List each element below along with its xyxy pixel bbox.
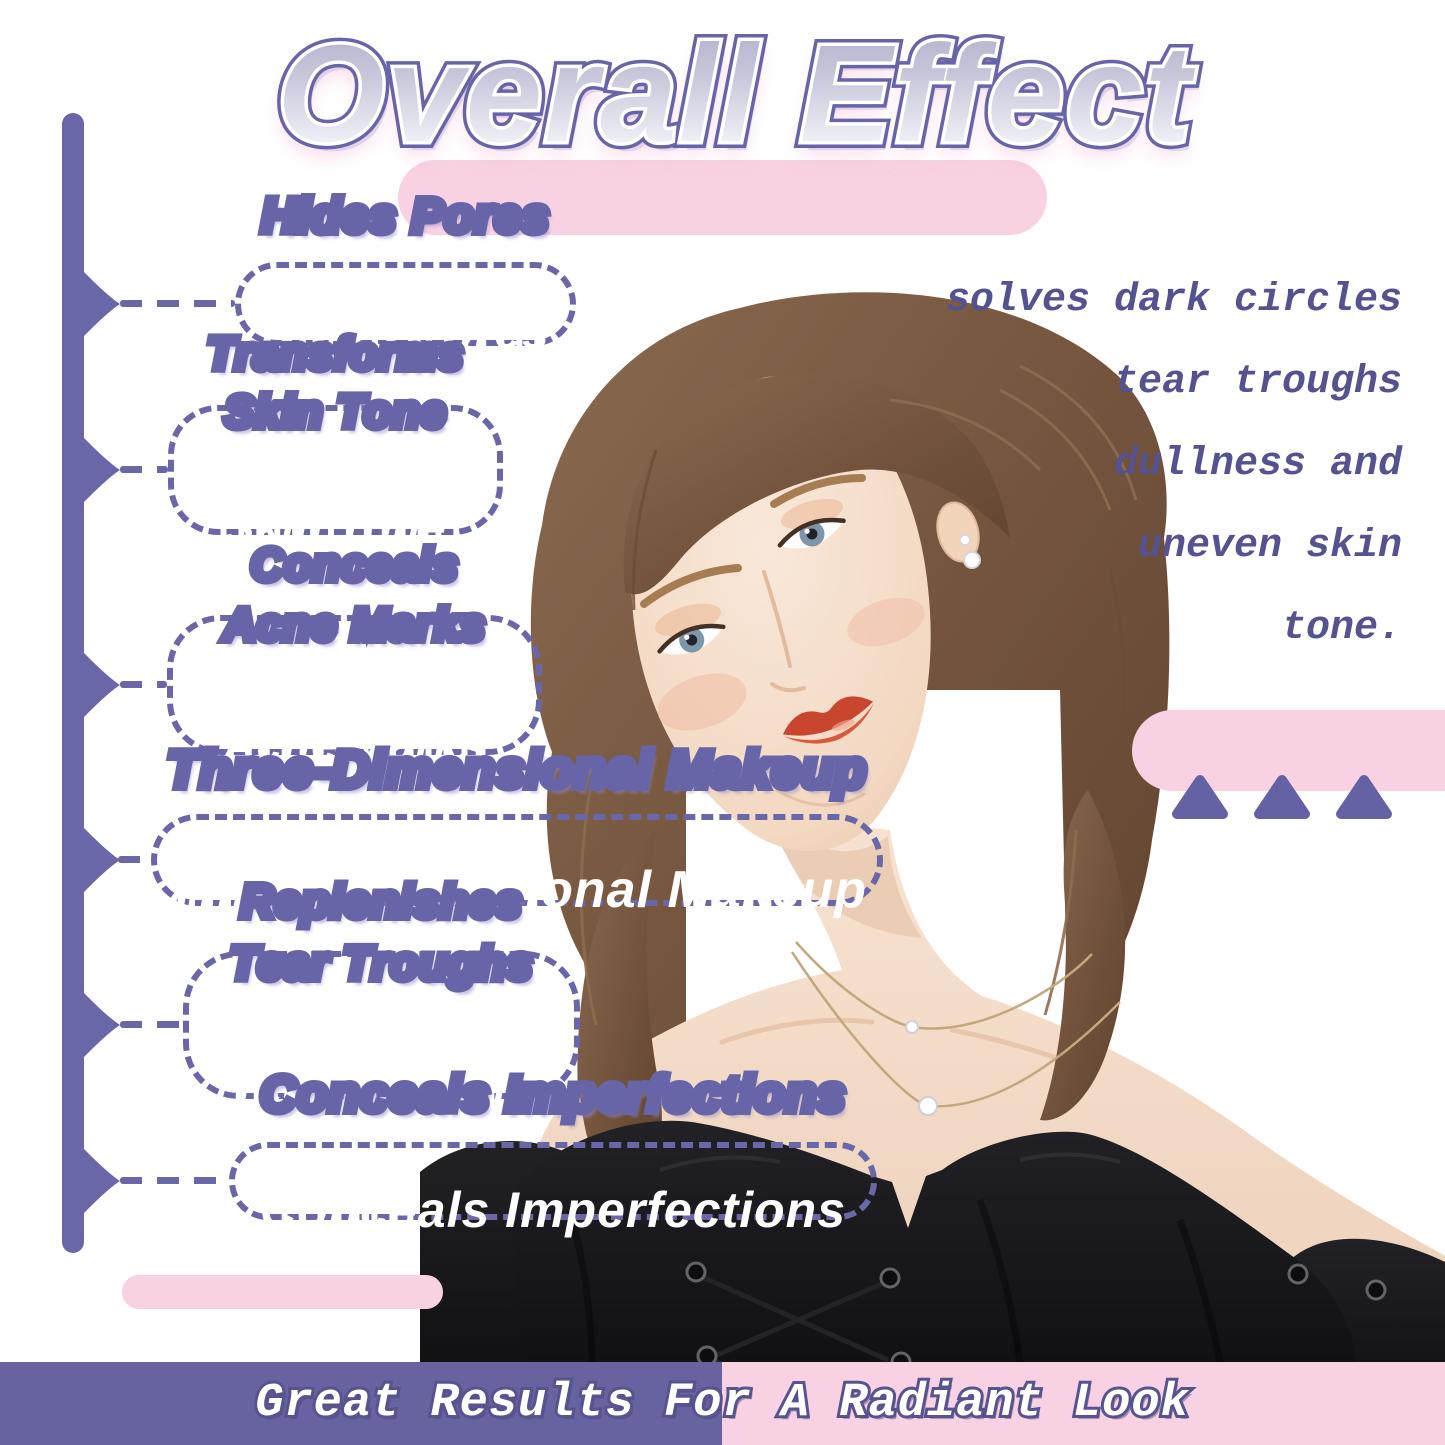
feature-label-outline: Replenishes Tear Troughs	[226, 871, 536, 993]
fabric-highlights	[659, 1152, 1121, 1172]
triangle-icons	[1172, 775, 1392, 819]
connector-dash	[120, 1021, 183, 1028]
necklace-pendant-2	[918, 1096, 938, 1116]
feature-label-text: Conceals Imperfections	[259, 1182, 847, 1238]
feature-label-text: Hides Pores	[261, 306, 550, 359]
footer-banner-text: Great Results For A Radiant Look Great R…	[0, 1362, 1445, 1445]
feature-label-text: Conceals Acne Marks	[223, 659, 486, 770]
arrow-icon	[82, 1147, 120, 1215]
blush-left	[657, 673, 747, 731]
feature-label-outline: Conceals Acne Marks	[219, 535, 489, 654]
feature-box-replenishes-tear-troughs: Replenishes Tear Troughs Replenishes Tea…	[183, 871, 580, 1113]
arrow-icon	[82, 270, 120, 338]
feature-label-outline: Transforms Skin Tone	[203, 324, 467, 441]
feature-label-outline: Hides Pores	[257, 186, 552, 247]
arrow-icon	[82, 991, 120, 1059]
footer-banner: Great Results For A Radiant Look Great R…	[0, 1362, 1445, 1445]
connector-dash	[120, 681, 167, 688]
arrow-icon	[82, 651, 120, 719]
feature-label-text: Three-Dimensional Makeup	[166, 861, 868, 919]
feature-label: Conceals Imperfections Conceals Imperfec…	[256, 1062, 849, 1297]
blush-right	[847, 597, 925, 647]
footer-banner-text-outline: Great Results For A Radiant Look	[252, 1374, 1192, 1433]
earring-small	[959, 534, 971, 546]
hair-strands-dark	[631, 449, 1126, 731]
eye-left	[657, 623, 726, 655]
feature-label: Replenishes Tear Troughs Replenishes Tea…	[226, 870, 536, 1180]
arrow-icon	[82, 436, 120, 504]
triangle-icon	[1172, 775, 1228, 819]
grommets	[685, 1261, 1387, 1373]
feature-box-transforms-skin-tone: Transforms Skin Tone Transforms Skin Ton…	[168, 324, 503, 553]
hair-lock-right	[1040, 790, 1126, 1121]
page-title-text: Overall Effect	[150, 8, 1320, 180]
connector-dash	[120, 466, 168, 473]
eye-right	[777, 517, 846, 549]
timeline-rail	[62, 113, 84, 1253]
arrow-icon	[82, 826, 120, 894]
connector-dash	[118, 856, 151, 863]
side-note-text: solves dark circles tear troughs dullnes…	[945, 278, 1402, 651]
triangle-icon	[1254, 775, 1310, 819]
feature-label-outline: Three-Dimensional Makeup	[163, 737, 870, 803]
connector-dash	[120, 300, 235, 307]
footer-banner-text-front: Great Results For A Radiant Look	[255, 1377, 1190, 1430]
necklace-pendant-1	[905, 1020, 919, 1034]
earring	[963, 551, 981, 569]
feature-box-conceals-imperfections: Conceals Imperfections Conceals Imperfec…	[229, 1062, 877, 1238]
lips	[782, 696, 874, 744]
feature-label-text: Replenishes Tear Troughs	[229, 999, 534, 1113]
feature-label: Hides Pores Hides Pores	[257, 186, 552, 420]
feature-box-three-dimensional-makeup: Three-Dimensional Makeup Three-Dimension…	[151, 737, 883, 919]
title-underline-bar	[398, 160, 1047, 235]
feature-label-outline: Conceals Imperfections	[256, 1062, 849, 1126]
pink-accent-bar-bottom-left	[122, 1275, 443, 1309]
feature-label-text: Transforms Skin Tone	[207, 444, 464, 553]
hair-strands	[579, 364, 1138, 1026]
feature-label: Conceals Acne Marks Conceals Acne Marks	[219, 535, 489, 835]
footer-banner-pink-segment	[722, 1362, 1445, 1445]
triangle-icon	[1336, 775, 1392, 819]
eyebrows	[640, 474, 866, 608]
pink-accent-bar-right	[1132, 710, 1445, 791]
hair-lock-left	[577, 830, 662, 1210]
connector-dash	[120, 1177, 229, 1184]
hair-front	[623, 373, 1010, 595]
corset-laces	[698, 1273, 899, 1441]
page-title: Overall Effect Overall Effect Overall Ef…	[150, 8, 1320, 180]
nose	[762, 570, 806, 693]
page-title-outline: Overall Effect	[150, 8, 1320, 180]
feature-label: Transforms Skin Tone Transforms Skin Ton…	[203, 324, 467, 615]
feature-box-conceals-acne-marks: Conceals Acne Marks Conceals Acne Marks	[167, 535, 542, 770]
feature-label: Three-Dimensional Makeup Three-Dimension…	[163, 737, 870, 980]
feature-box-hides-pores: Hides Pores Hides Pores	[235, 186, 576, 359]
page-title-inner-stroke: Overall Effect	[150, 8, 1320, 180]
chin-line	[774, 788, 866, 807]
